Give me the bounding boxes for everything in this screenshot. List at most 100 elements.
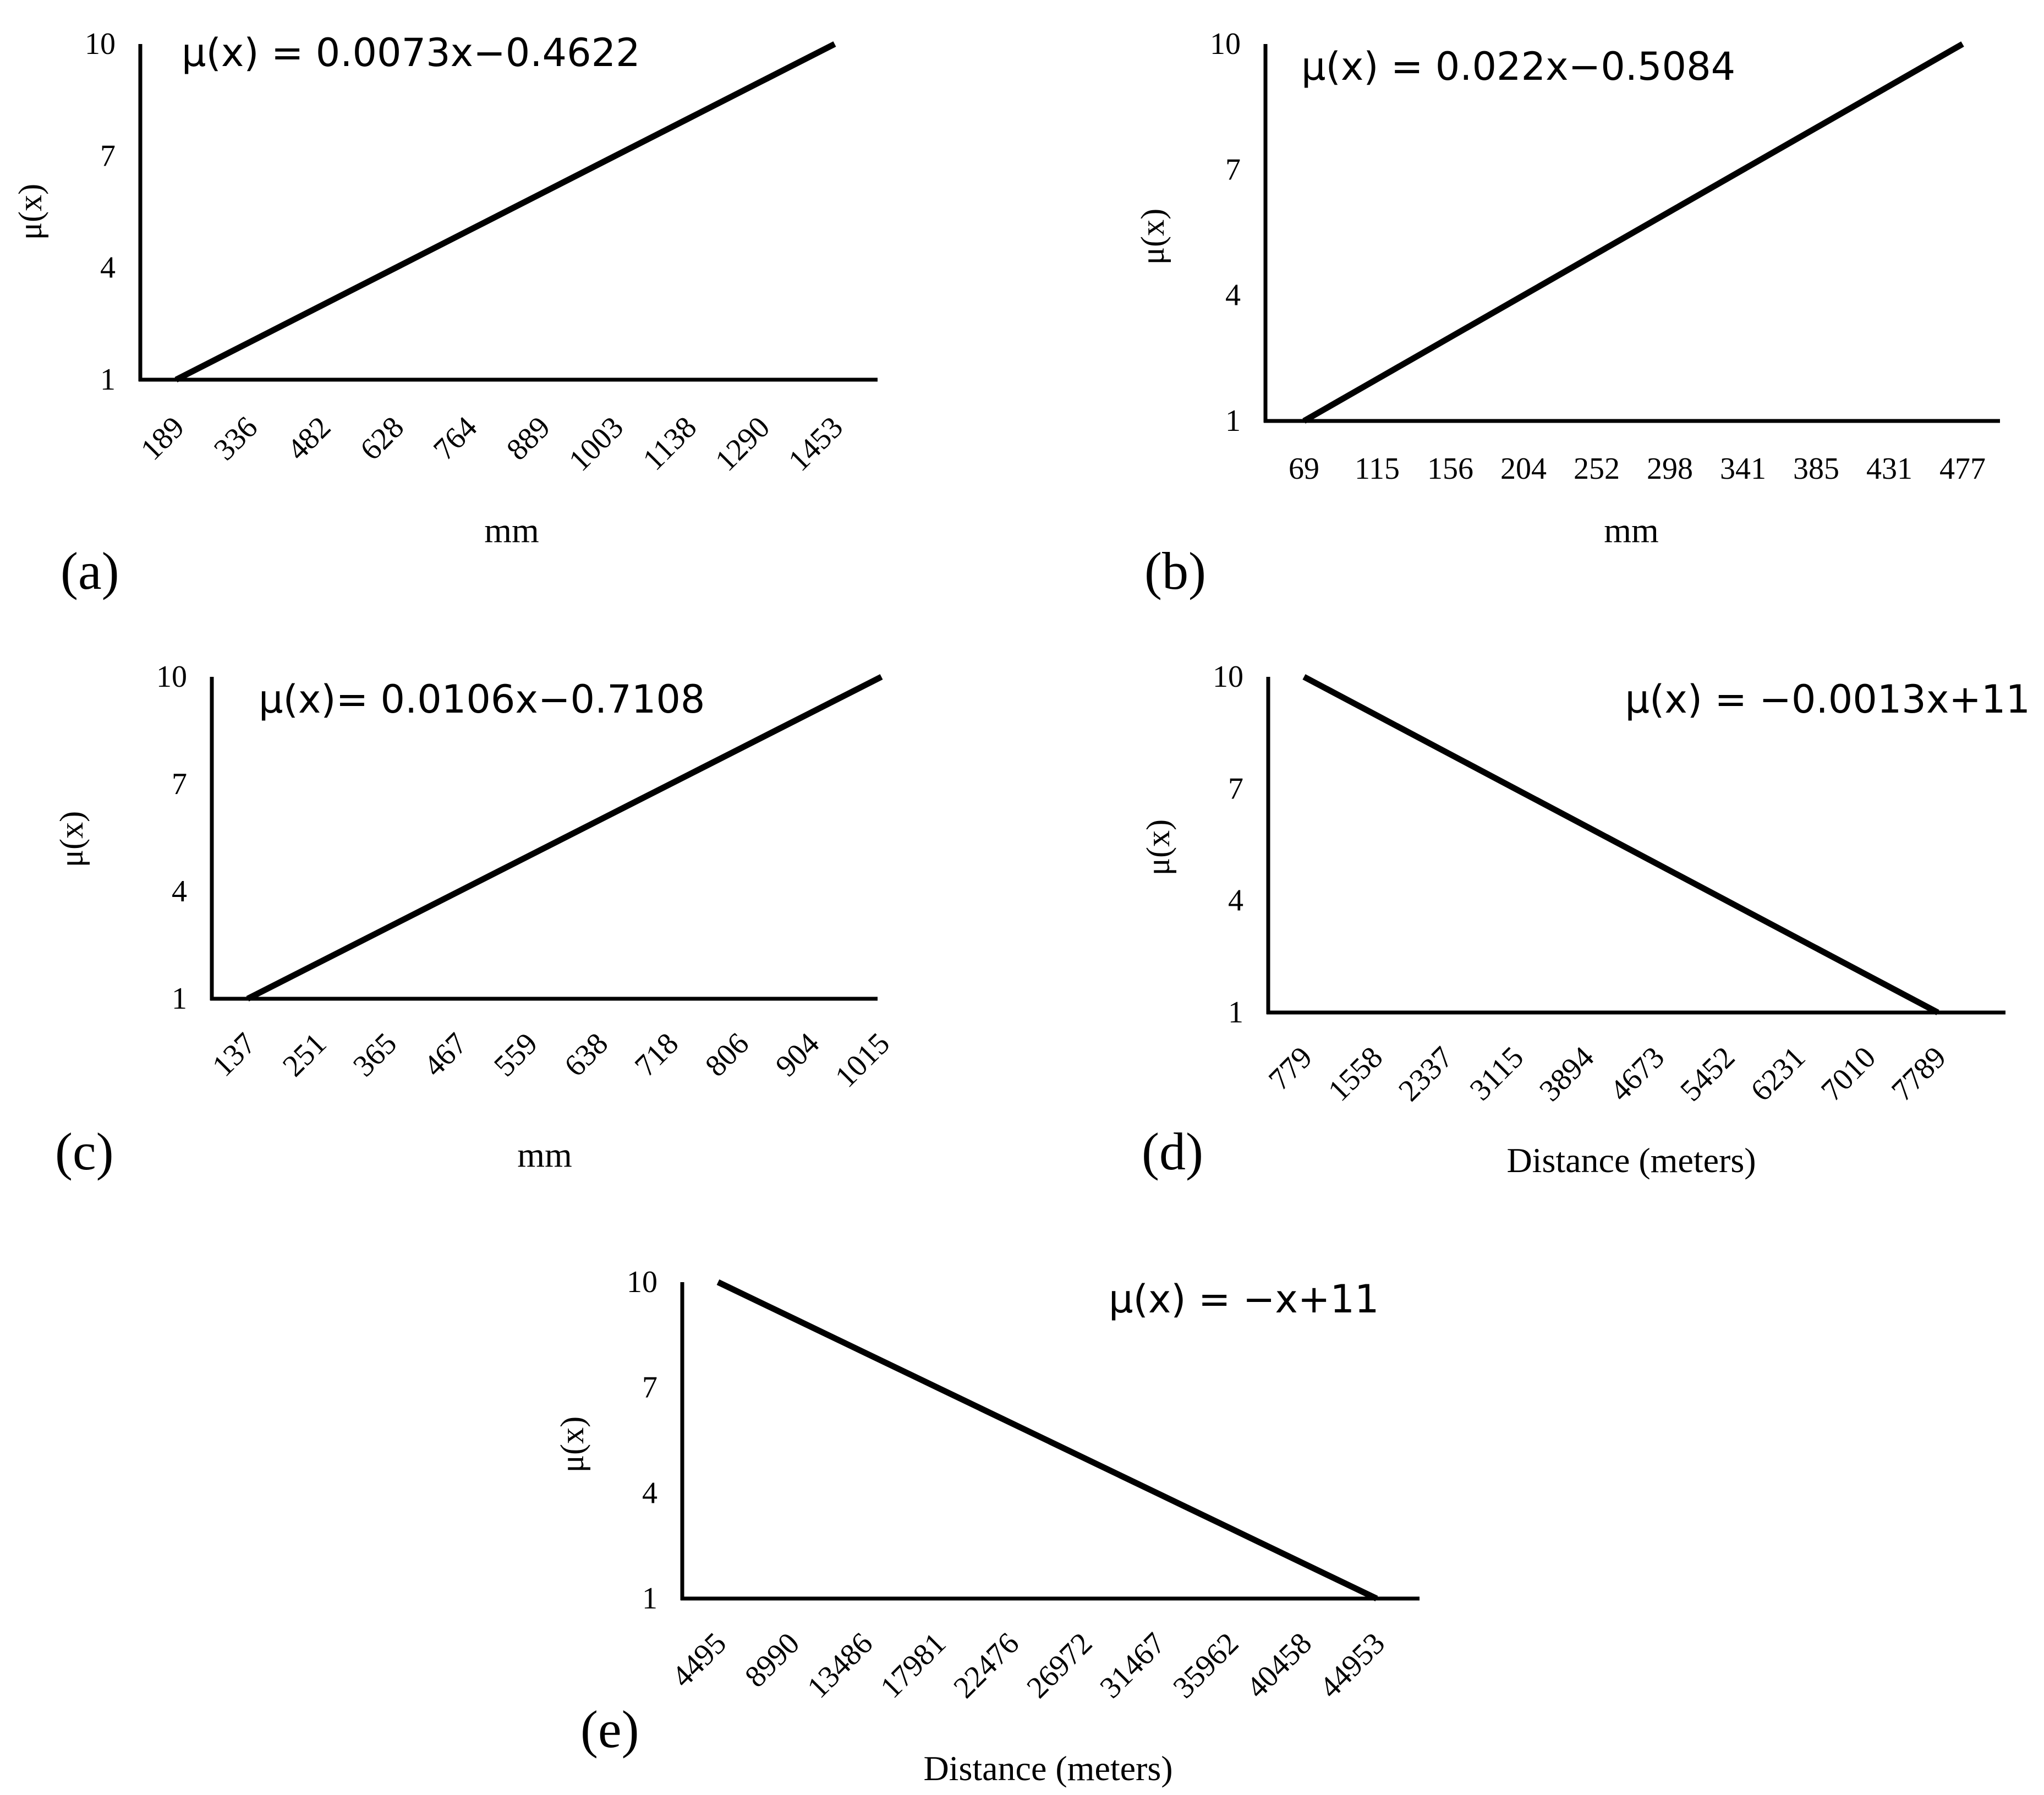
x-tick-label: 156 bbox=[1427, 452, 1473, 486]
x-tick-label: 482 bbox=[281, 410, 337, 467]
x-axis-label: Distance (meters) bbox=[1506, 1141, 1756, 1180]
x-tick-label: 137 bbox=[206, 1026, 262, 1083]
x-tick-label: 638 bbox=[558, 1026, 615, 1083]
x-tick-label: 779 bbox=[1262, 1040, 1319, 1097]
x-tick-label: 189 bbox=[134, 410, 191, 467]
x-tick-label: 431 bbox=[1866, 452, 1913, 486]
x-tick-label: 251 bbox=[276, 1026, 333, 1083]
panel-label: (e) bbox=[580, 1700, 639, 1759]
chart-d: 1 4 7 10 779 1558 2337 3115 3894 4673 5452 6231 7010… bbox=[1140, 660, 2030, 1181]
panel-label: (a) bbox=[61, 541, 119, 600]
x-tick-label: 1290 bbox=[709, 410, 776, 478]
x-tick-label: 26972 bbox=[1020, 1626, 1099, 1705]
panel-label: (d) bbox=[1142, 1122, 1203, 1181]
y-tick-label: 4 bbox=[1228, 884, 1243, 918]
x-tick-label: 115 bbox=[1355, 452, 1400, 486]
x-tick-label: 22476 bbox=[947, 1626, 1026, 1705]
x-tick-label: 252 bbox=[1574, 452, 1620, 486]
x-tick-label: 1138 bbox=[637, 410, 704, 477]
x-tick-label: 40458 bbox=[1240, 1626, 1318, 1705]
panel-label: (c) bbox=[55, 1122, 114, 1181]
series-line bbox=[174, 41, 836, 382]
x-tick-label: 341 bbox=[1720, 452, 1766, 486]
x-tick-label: 44953 bbox=[1313, 1626, 1391, 1705]
x-tick-label: 13486 bbox=[801, 1626, 879, 1705]
x-tick-label: 904 bbox=[769, 1026, 826, 1083]
x-tick-label: 3115 bbox=[1464, 1040, 1531, 1107]
equation-annotation: μ(x)= 0.0106x−0.7108 bbox=[259, 677, 705, 722]
x-tick-label: 1558 bbox=[1322, 1040, 1389, 1108]
series-line bbox=[1302, 41, 1964, 424]
x-tick-label: 204 bbox=[1500, 452, 1547, 486]
x-axis-label: mm bbox=[484, 511, 539, 550]
x-tick-label: 35962 bbox=[1166, 1626, 1245, 1705]
series-line bbox=[1302, 674, 1939, 1015]
x-tick-label: 718 bbox=[628, 1026, 685, 1083]
y-tick-label: 7 bbox=[172, 767, 187, 801]
x-tick-label: 889 bbox=[500, 410, 557, 467]
chart-c: 1 4 7 10 137 251 365 467 559 638 718 806 904 1015 mm μ(… bbox=[53, 660, 896, 1181]
y-axis-label: μ(x) bbox=[12, 184, 48, 240]
y-axis-label: μ(x) bbox=[1135, 209, 1171, 265]
x-axis-label: mm bbox=[1604, 511, 1659, 550]
y-tick-label: 10 bbox=[85, 27, 116, 61]
y-axis-label: μ(x) bbox=[1140, 819, 1176, 875]
x-tick-label: 385 bbox=[1793, 452, 1839, 486]
y-tick-label: 1 bbox=[642, 1581, 657, 1616]
y-tick-label: 7 bbox=[100, 139, 116, 173]
equation-annotation: μ(x) = 0.022x−0.5084 bbox=[1301, 44, 1735, 89]
equation-annotation: μ(x) = −0.0013x+11 bbox=[1625, 677, 2030, 722]
y-tick-label: 4 bbox=[642, 1476, 657, 1510]
chart-e: 1 4 7 10 4495 8990134861798122476269723146735… bbox=[554, 1265, 1420, 1788]
x-tick-label: 336 bbox=[207, 410, 264, 467]
x-tick-label: 17981 bbox=[874, 1626, 952, 1705]
y-axis-label: μ(x) bbox=[53, 811, 90, 867]
y-tick-label: 7 bbox=[1228, 771, 1243, 806]
chart-b: 1 4 7 10 69 115 156 204 252 298 341 385 431 477 mm μ(x)… bbox=[1135, 27, 2000, 600]
y-tick-label: 1 bbox=[1228, 995, 1243, 1030]
y-tick-label: 4 bbox=[1225, 278, 1241, 313]
panel-label: (b) bbox=[1144, 541, 1206, 600]
y-tick-label: 10 bbox=[627, 1265, 657, 1299]
x-tick-label: 559 bbox=[487, 1026, 544, 1083]
x-tick-label: 4673 bbox=[1603, 1040, 1671, 1108]
y-tick-label: 1 bbox=[100, 363, 116, 397]
y-tick-label: 10 bbox=[1210, 27, 1241, 61]
x-tick-label: 806 bbox=[699, 1026, 755, 1083]
y-tick-label: 7 bbox=[1225, 152, 1241, 187]
equation-annotation: μ(x) = 0.0073x−0.4622 bbox=[182, 30, 640, 75]
x-tick-label: 1003 bbox=[562, 410, 630, 478]
x-tick-label: 298 bbox=[1647, 452, 1693, 486]
x-tick-label: 8990 bbox=[738, 1626, 806, 1694]
x-tick-label: 764 bbox=[427, 410, 484, 467]
y-tick-label: 1 bbox=[1225, 404, 1241, 438]
y-tick-label: 7 bbox=[642, 1371, 657, 1405]
x-tick-label: 6231 bbox=[1744, 1040, 1812, 1108]
x-axis-label: Distance (meters) bbox=[923, 1749, 1172, 1788]
x-tick-label: 31467 bbox=[1093, 1626, 1172, 1705]
x-tick-label: 7789 bbox=[1885, 1040, 1953, 1108]
x-tick-label: 477 bbox=[1939, 452, 1986, 486]
y-axis-label: μ(x) bbox=[554, 1416, 590, 1473]
x-tick-label: 2337 bbox=[1392, 1040, 1460, 1108]
x-tick-label: 3894 bbox=[1533, 1040, 1601, 1108]
x-tick-label: 467 bbox=[417, 1026, 474, 1083]
equation-annotation: μ(x) = −x+11 bbox=[1109, 1277, 1379, 1322]
chart-a: 1 4 7 10 189 336 482 628 764 889 1003 1138 1290 1453 m… bbox=[12, 27, 878, 600]
x-tick-label: 7010 bbox=[1815, 1040, 1882, 1108]
x-tick-label: 1453 bbox=[782, 410, 850, 478]
x-tick-label: 69 bbox=[1289, 452, 1319, 486]
y-tick-label: 1 bbox=[172, 982, 187, 1016]
x-axis-label: mm bbox=[517, 1135, 572, 1174]
y-tick-label: 10 bbox=[156, 660, 187, 694]
x-tick-label: 628 bbox=[354, 410, 410, 467]
x-tick-label: 4495 bbox=[665, 1626, 733, 1694]
x-tick-label: 365 bbox=[347, 1026, 403, 1083]
x-tick-label: 5452 bbox=[1674, 1040, 1741, 1108]
y-tick-label: 10 bbox=[1213, 660, 1243, 694]
y-tick-label: 4 bbox=[100, 251, 116, 285]
series-line bbox=[716, 1279, 1378, 1601]
series-line bbox=[246, 674, 883, 1002]
y-tick-label: 4 bbox=[172, 874, 187, 909]
